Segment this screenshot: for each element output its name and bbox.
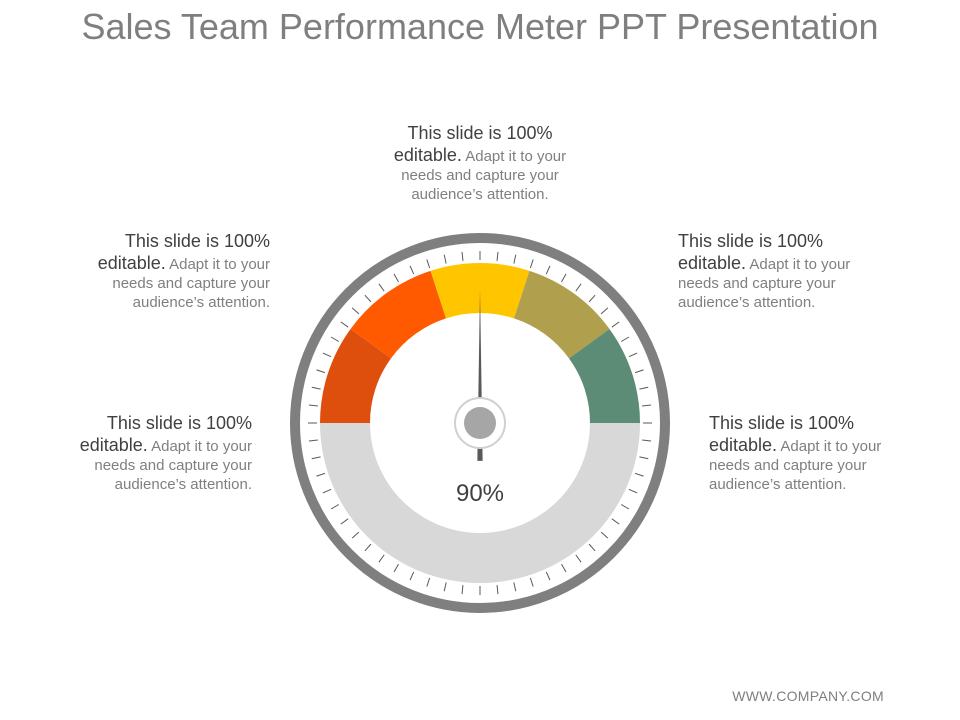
gauge-ticks: [308, 251, 652, 595]
gauge-segment-5: [568, 328, 640, 423]
gauge-tick: [461, 251, 464, 261]
gauge-tick: [364, 294, 372, 303]
gauge-segment-1: [320, 328, 392, 423]
gauge-tick: [311, 386, 321, 390]
gauge-tick: [393, 563, 399, 573]
callout-body: Adapt it to your needs and capture your …: [709, 437, 882, 494]
gauge-tick: [496, 585, 499, 595]
callout-heading-cont: editable.: [678, 252, 747, 273]
gauge-track: [320, 423, 640, 583]
gauge-tick: [426, 577, 431, 587]
gauge-tick: [600, 531, 609, 539]
gauge-tick: [316, 472, 326, 477]
gauge-tick: [628, 352, 638, 358]
callout-heading-cont: editable.: [97, 252, 166, 273]
slide-title: Sales Team Performance Meter PPT Present…: [81, 6, 879, 47]
callout-body: Adapt it to your needs and capture your …: [401, 147, 567, 204]
gauge-tick: [588, 543, 596, 552]
gauge-tick: [308, 404, 318, 407]
callout-heading: This slide is 100%: [709, 413, 855, 433]
gauge-segment-4: [513, 270, 610, 359]
gauge-tick: [513, 582, 517, 592]
gauge-tick: [611, 518, 620, 525]
gauge-tick: [461, 585, 464, 595]
gauge-tick: [351, 307, 360, 315]
callout-heading-cont: editable.: [393, 144, 462, 165]
gauge-tick: [330, 504, 340, 510]
gauge-tick: [561, 563, 567, 573]
gauge-rim: [290, 233, 670, 613]
gauge-tick: [340, 518, 349, 525]
gauge-tick: [308, 439, 318, 442]
gauge-tick: [620, 504, 630, 510]
callout-lower-left: This slide is 100% editable. Adapt it to…: [52, 413, 252, 495]
gauge-hub: [464, 407, 496, 439]
gauge-tick: [639, 456, 649, 460]
gauge-tick: [378, 554, 385, 563]
callout-upper-right: This slide is 100% editable. Adapt it to…: [678, 231, 878, 313]
gauge-tick: [426, 259, 431, 269]
callout-heading-cont: editable.: [79, 434, 148, 455]
gauge-tick: [634, 369, 644, 374]
gauge-tick: [322, 352, 332, 358]
gauge-tick: [545, 265, 551, 275]
gauge-segments: [320, 263, 640, 423]
callout-body: Adapt it to your needs and capture your …: [112, 255, 270, 312]
callout-heading: This slide is 100%: [678, 231, 824, 251]
gauge-tick: [575, 283, 582, 292]
gauge-tick: [351, 531, 360, 539]
gauge-tick: [634, 472, 644, 477]
gauge-tick: [378, 283, 385, 292]
gauge-tick: [409, 571, 415, 581]
gauge-tick: [513, 254, 517, 264]
gauge-tick: [443, 582, 447, 592]
gauge-tick: [575, 554, 582, 563]
gauge-tick: [642, 439, 652, 442]
gauge-tick: [393, 273, 399, 283]
gauge-tick: [496, 251, 499, 261]
callout-body: Adapt it to your needs and capture your …: [678, 255, 851, 312]
gauge-tick: [611, 321, 620, 328]
gauge-tick: [588, 294, 596, 303]
gauge-tick: [628, 488, 638, 494]
gauge-tick: [340, 321, 349, 328]
gauge-tick: [561, 273, 567, 283]
callout-body: Adapt it to your needs and capture your …: [94, 437, 252, 494]
gauge-tick: [529, 577, 534, 587]
gauge-tick: [409, 265, 415, 275]
gauge-tick: [642, 404, 652, 407]
gauge-tick: [322, 488, 332, 494]
footer-website: WWW.COMPANY.COM: [732, 688, 884, 704]
gauge-tick: [600, 307, 609, 315]
gauge-reading: 90%: [455, 480, 505, 507]
gauge-tick: [330, 336, 340, 342]
gauge-tick: [545, 571, 551, 581]
gauge-tick: [443, 254, 447, 264]
gauge-tick: [529, 259, 534, 269]
callout-heading: This slide is 100%: [407, 123, 553, 143]
gauge-tick: [639, 386, 649, 390]
gauge-tick: [311, 456, 321, 460]
callout-heading-cont: editable.: [709, 434, 778, 455]
callout-heading: This slide is 100%: [124, 231, 270, 251]
callout-lower-right: This slide is 100% editable. Adapt it to…: [709, 413, 909, 495]
callout-top: This slide is 100% editable. Adapt it to…: [380, 123, 580, 205]
callout-upper-left: This slide is 100% editable. Adapt it to…: [70, 231, 270, 313]
gauge-tick: [316, 369, 326, 374]
callout-heading: This slide is 100%: [106, 413, 252, 433]
gauge-tick: [364, 543, 372, 552]
gauge-tick: [620, 336, 630, 342]
gauge-segment-2: [350, 270, 447, 359]
